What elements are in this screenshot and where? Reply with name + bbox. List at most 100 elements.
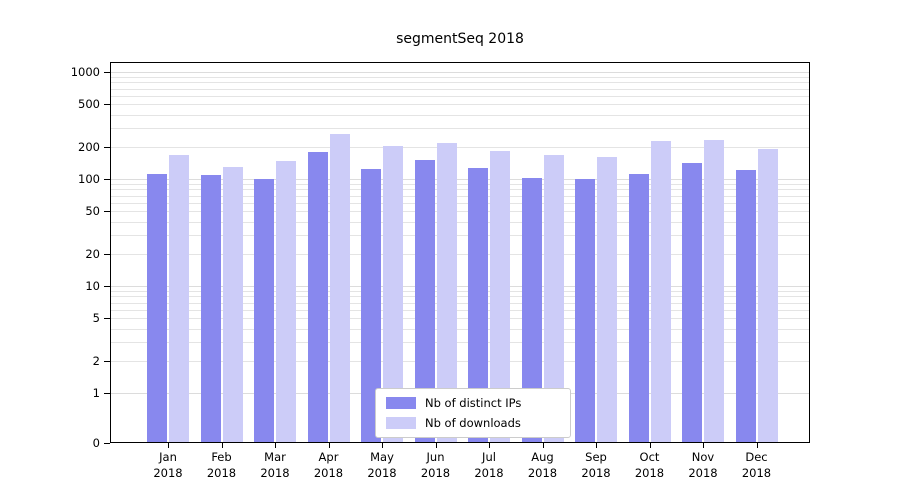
gridline xyxy=(111,88,809,90)
bar-distinct-ips xyxy=(468,168,488,443)
gridline xyxy=(111,127,809,129)
x-tick-mark xyxy=(328,443,330,448)
gridline xyxy=(111,234,809,236)
gridline xyxy=(111,318,809,320)
legend-label-distinct-ips: Nb of distinct IPs xyxy=(425,396,522,410)
y-tick-label: 1000 xyxy=(70,65,100,79)
x-tick-mark xyxy=(275,443,276,448)
bar-downloads xyxy=(543,155,564,443)
gridline xyxy=(111,360,809,362)
x-tick-mark xyxy=(703,443,704,448)
y-tick-label: 1 xyxy=(92,386,100,400)
gridline xyxy=(111,114,809,116)
bar-distinct-ips xyxy=(682,163,702,443)
gridline xyxy=(111,189,809,191)
y-tick-mark xyxy=(104,360,110,362)
y-tick-mark xyxy=(104,211,110,213)
gridline xyxy=(111,286,809,287)
bar-distinct-ips xyxy=(575,179,595,443)
gridline xyxy=(111,296,809,298)
y-tick-mark xyxy=(104,393,110,394)
gridline xyxy=(111,95,809,97)
y-tick-mark xyxy=(104,104,110,106)
bar-distinct-ips xyxy=(628,173,649,443)
x-tick-mark xyxy=(489,443,490,448)
y-tick-mark xyxy=(104,286,110,287)
legend-swatch-distinct-ips xyxy=(386,397,416,409)
bar-distinct-ips xyxy=(521,178,542,443)
gridline xyxy=(111,253,809,255)
gridline xyxy=(111,179,809,180)
bar-downloads xyxy=(169,154,189,443)
legend-row-distinct-ips: Nb of distinct IPs xyxy=(386,396,560,410)
y-tick-mark xyxy=(104,146,110,148)
bar-distinct-ips xyxy=(361,168,381,443)
x-tick-label: May 2018 xyxy=(367,450,397,481)
legend-swatch-downloads xyxy=(386,417,416,429)
bar-downloads xyxy=(757,149,778,443)
chart-title: segmentSeq 2018 xyxy=(396,31,524,47)
gridline xyxy=(111,76,809,78)
bar-distinct-ips xyxy=(147,173,167,443)
y-tick-label: 2 xyxy=(92,353,100,368)
bar-downloads xyxy=(222,166,243,443)
gridline xyxy=(111,341,809,343)
y-tick-label: 500 xyxy=(78,97,100,112)
bar-distinct-ips xyxy=(414,160,435,443)
x-tick-label: Oct 2018 xyxy=(634,450,665,481)
x-tick-label: Aug 2018 xyxy=(527,450,558,481)
bar-downloads xyxy=(704,139,724,443)
x-tick-label: Mar 2018 xyxy=(260,450,290,481)
bar-downloads xyxy=(650,140,671,443)
y-tick-mark xyxy=(104,179,110,180)
y-tick-label: 5 xyxy=(92,311,100,326)
x-tick-label: Jul 2018 xyxy=(474,450,504,481)
y-tick-label: 200 xyxy=(78,139,100,154)
gridline xyxy=(111,328,809,330)
gridline xyxy=(111,183,809,185)
gridline xyxy=(111,146,809,148)
x-tick-mark xyxy=(382,443,383,448)
y-tick-label: 0 xyxy=(92,436,100,450)
bar-distinct-ips xyxy=(307,152,328,443)
x-tick-mark xyxy=(435,443,437,448)
bar-distinct-ips xyxy=(200,174,221,443)
y-tick-label: 10 xyxy=(85,279,100,293)
gridline xyxy=(111,290,809,292)
bar-downloads xyxy=(436,142,457,443)
bar-distinct-ips xyxy=(735,170,756,443)
x-tick-label: Jan 2018 xyxy=(153,450,183,481)
legend: Nb of distinct IPs Nb of downloads xyxy=(375,388,571,438)
bar-downloads xyxy=(383,146,403,443)
gridline xyxy=(111,72,809,73)
bar-downloads xyxy=(276,160,296,443)
x-tick-label: Apr 2018 xyxy=(313,450,344,481)
y-tick-mark xyxy=(104,253,110,255)
legend-label-downloads: Nb of downloads xyxy=(425,416,521,430)
x-tick-label: Sep 2018 xyxy=(581,450,611,481)
x-tick-label: Jun 2018 xyxy=(420,450,451,481)
x-tick-mark xyxy=(649,443,651,448)
x-tick-mark xyxy=(168,443,169,448)
x-tick-label: Feb 2018 xyxy=(206,450,237,481)
gridline xyxy=(111,104,809,106)
y-tick-mark xyxy=(104,72,110,73)
y-tick-label: 50 xyxy=(85,204,100,219)
bar-downloads xyxy=(597,157,617,443)
gridline xyxy=(111,211,809,213)
x-tick-mark xyxy=(221,443,223,448)
gridline xyxy=(111,195,809,197)
y-tick-mark xyxy=(104,443,110,444)
y-tick-label: 20 xyxy=(85,246,100,261)
x-tick-mark xyxy=(542,443,544,448)
bar-downloads xyxy=(329,133,350,443)
gridline xyxy=(111,82,809,84)
bar-distinct-ips xyxy=(254,178,274,443)
x-tick-mark xyxy=(756,443,758,448)
y-tick-label: 100 xyxy=(78,172,100,186)
bar-downloads xyxy=(490,151,510,443)
gridline xyxy=(111,302,809,304)
gridline xyxy=(111,221,809,223)
x-tick-label: Nov 2018 xyxy=(688,450,718,481)
